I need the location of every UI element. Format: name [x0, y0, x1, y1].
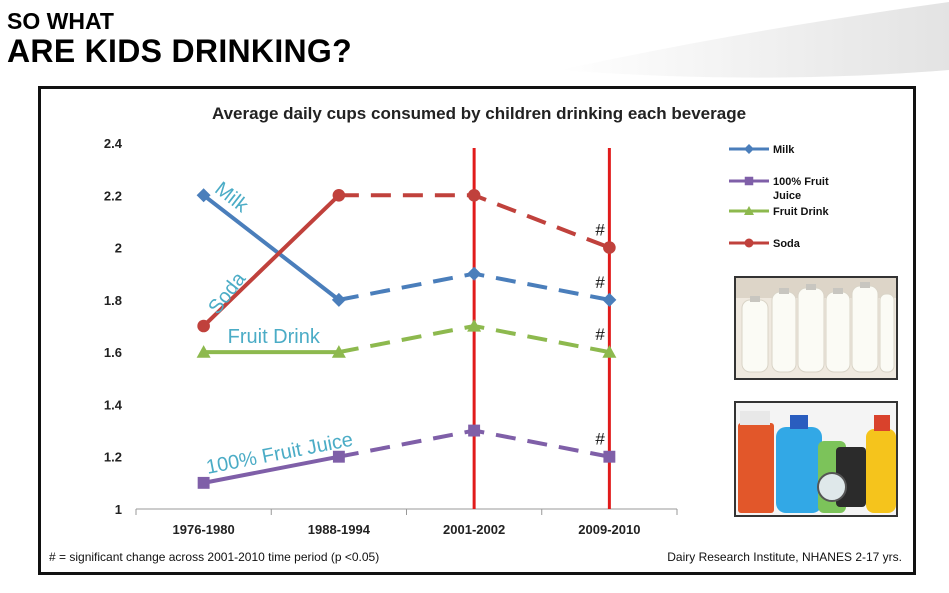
- slide-title: SO WHAT ARE KIDS DRINKING?: [7, 8, 352, 69]
- y-tick-label: 1.2: [104, 450, 122, 465]
- data-point-milk: [467, 266, 482, 281]
- data-point-soda: [603, 241, 616, 254]
- chart-title: Average daily cups consumed by children …: [212, 104, 746, 123]
- data-point-soda: [467, 188, 481, 202]
- legend-marker-soda: [744, 238, 754, 248]
- y-tick-label: 1: [115, 502, 122, 517]
- y-tick-label: 1.6: [104, 345, 122, 360]
- data-point-milk: [196, 188, 211, 203]
- data-point-100-fruit-juice: [603, 450, 616, 463]
- inline-label-soda: Soda: [204, 268, 251, 319]
- slide-title-line2: ARE KIDS DRINKING?: [7, 33, 352, 69]
- footnote: # = significant change across 2001-2010 …: [49, 550, 379, 564]
- y-tick-label: 1.8: [104, 293, 122, 308]
- significance-mark: #: [595, 430, 605, 449]
- inline-label-fruit-juice: 100% Fruit Juice: [204, 429, 354, 479]
- data-point-fruit-drink: [196, 345, 211, 358]
- y-tick-label: 2: [115, 241, 122, 256]
- line-chart: Average daily cups consumed by children …: [49, 104, 902, 564]
- y-tick-label: 1.4: [104, 397, 123, 412]
- y-tick-label: 2.2: [104, 188, 122, 203]
- x-tick-label: 2001-2002: [443, 522, 505, 537]
- legend-label-fruit-drink: Fruit Drink: [773, 206, 829, 218]
- x-tick-label: 1976-1980: [173, 522, 235, 537]
- legend-marker-100-fruit-juice: [744, 176, 754, 186]
- legend-label-100-fruit-juice: 100% Fruit: [773, 176, 829, 188]
- sports-drinks-photo: [734, 401, 898, 517]
- data-point-100-fruit-juice: [332, 450, 345, 463]
- significance-mark: #: [595, 273, 605, 292]
- significance-mark: #: [595, 221, 605, 240]
- data-point-fruit-drink: [467, 319, 482, 332]
- series-line-soda: [201, 193, 341, 328]
- series-line-milk: [201, 193, 341, 302]
- data-point-soda: [197, 319, 210, 333]
- data-point-fruit-drink: [331, 345, 346, 358]
- data-point-milk: [602, 292, 617, 307]
- source-credit: Dairy Research Institute, NHANES 2-17 yr…: [667, 550, 902, 564]
- y-tick-label: 2.4: [104, 136, 123, 151]
- series-line-100-fruit-juice: [201, 454, 341, 485]
- data-point-fruit-drink: [602, 345, 617, 358]
- legend-label-100-fruit-juice: Juice: [773, 190, 801, 202]
- x-tick-label: 2009-2010: [578, 522, 640, 537]
- data-point-milk: [331, 292, 346, 307]
- significance-mark: #: [595, 325, 605, 344]
- x-tick-label: 1988-1994: [308, 522, 371, 537]
- slide-title-line1: SO WHAT: [7, 8, 114, 34]
- legend-marker-fruit-drink: [744, 206, 754, 215]
- inline-label-fruit-drink: Fruit Drink: [228, 326, 321, 348]
- data-point-soda: [332, 188, 346, 202]
- data-point-100-fruit-juice: [468, 424, 481, 437]
- inline-label-milk: Milk: [211, 178, 253, 218]
- legend-label-milk: Milk: [773, 144, 795, 156]
- milk-bottles-photo: [734, 276, 898, 380]
- legend-marker-milk: [744, 144, 754, 154]
- data-point-100-fruit-juice: [197, 476, 210, 489]
- legend-label-soda: Soda: [773, 238, 801, 250]
